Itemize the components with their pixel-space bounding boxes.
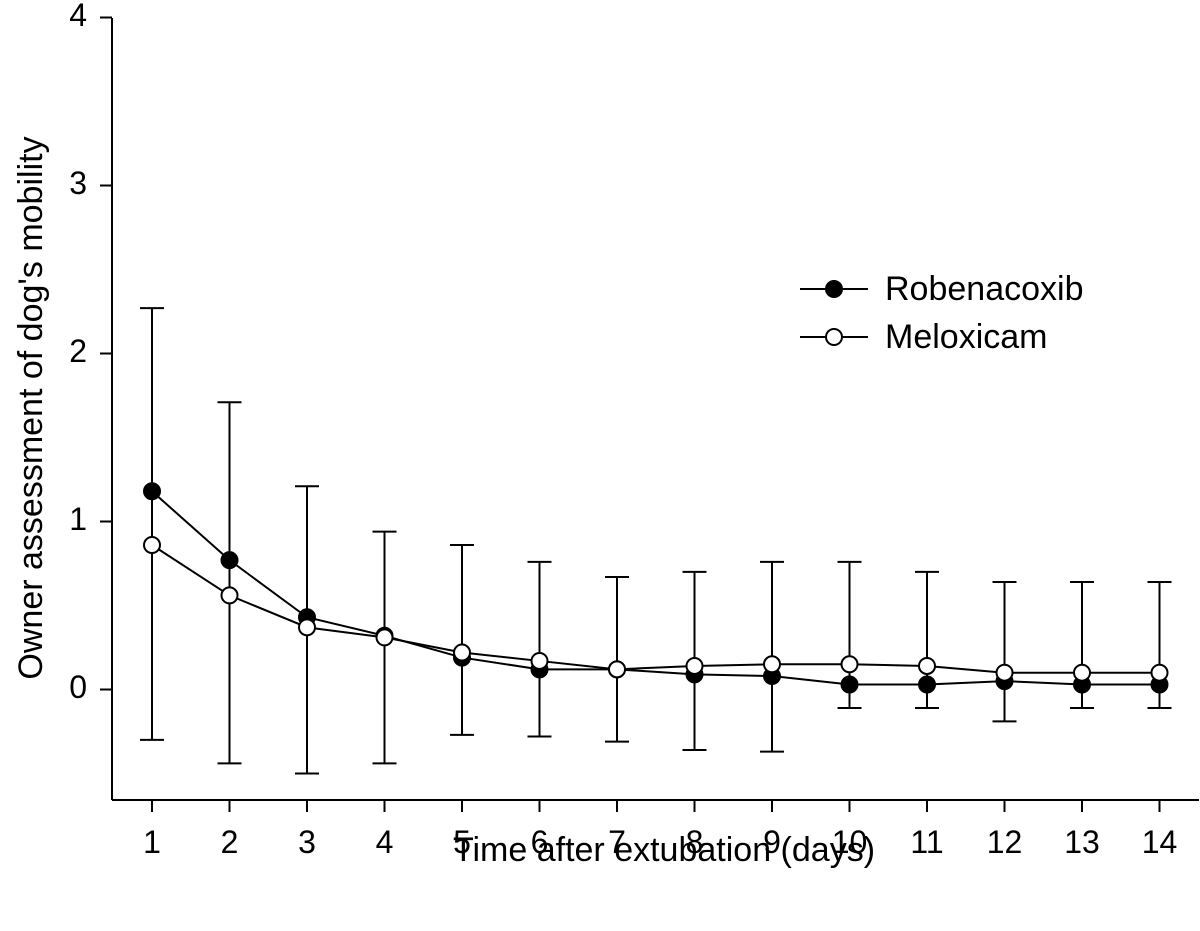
x-tick-label: 1 xyxy=(143,824,161,860)
legend-label-meloxicam: Meloxicam xyxy=(885,318,1047,356)
x-ticks: 1 2 3 4 5 6 7 8 9 10 11 12 13 14 xyxy=(143,800,1177,860)
series-layer xyxy=(143,482,1169,694)
x-tick-label: 14 xyxy=(1142,824,1178,860)
x-tick-label: 9 xyxy=(763,824,781,860)
x-tick-label: 13 xyxy=(1064,824,1100,860)
x-tick-label: 6 xyxy=(531,824,549,860)
legend-item-robenacoxib: Robenacoxib xyxy=(800,270,1083,308)
data-point-meloxicam xyxy=(840,655,859,674)
data-point-meloxicam xyxy=(1150,663,1169,682)
y-tick-label: 2 xyxy=(69,333,87,369)
x-tick-label: 2 xyxy=(221,824,239,860)
y-ticks: 0 1 2 3 4 xyxy=(69,0,112,705)
legend-label-robenacoxib: Robenacoxib xyxy=(885,270,1083,308)
x-axis-title: Time after extubation (days) xyxy=(453,831,875,869)
y-tick-label: 0 xyxy=(69,669,87,705)
y-axis-title: Owner assessment of dog's mobility xyxy=(12,136,50,679)
data-point-meloxicam xyxy=(143,536,161,555)
error-bars xyxy=(140,307,1172,775)
x-tick-label: 11 xyxy=(910,824,943,860)
y-tick-label: 4 xyxy=(69,0,87,33)
data-point-robenacoxib xyxy=(143,482,161,501)
data-point-meloxicam xyxy=(685,656,704,675)
data-point-meloxicam xyxy=(453,643,471,662)
x-tick-label: 7 xyxy=(608,824,626,860)
data-point-meloxicam xyxy=(763,655,781,674)
data-point-meloxicam xyxy=(298,618,316,637)
series-line-robenacoxib xyxy=(151,490,1160,686)
data-point-meloxicam xyxy=(1073,663,1091,682)
series-line-meloxicam xyxy=(151,544,1160,674)
legend-item-meloxicam: Meloxicam xyxy=(800,318,1047,356)
data-point-meloxicam xyxy=(995,663,1014,682)
axes xyxy=(111,18,1199,801)
data-point-meloxicam xyxy=(220,586,239,605)
legend-marker-robenacoxib xyxy=(825,280,843,298)
x-tick-label: 3 xyxy=(298,824,316,860)
data-point-meloxicam xyxy=(918,656,936,675)
x-tick-label: 4 xyxy=(376,824,394,860)
data-point-robenacoxib xyxy=(840,675,859,694)
data-point-meloxicam xyxy=(530,651,549,670)
data-point-robenacoxib xyxy=(220,551,239,570)
x-tick-label: 8 xyxy=(686,824,704,860)
y-tick-label: 1 xyxy=(69,501,87,537)
data-point-meloxicam xyxy=(375,628,394,647)
y-tick-label: 3 xyxy=(69,165,87,201)
legend-marker-meloxicam xyxy=(825,328,843,346)
x-tick-label: 12 xyxy=(987,824,1023,860)
x-tick-label: 10 xyxy=(832,824,868,860)
data-point-robenacoxib xyxy=(918,675,936,694)
x-tick-label: 5 xyxy=(453,824,471,860)
legend: Robenacoxib Meloxicam xyxy=(800,270,1083,356)
data-point-meloxicam xyxy=(608,660,626,679)
